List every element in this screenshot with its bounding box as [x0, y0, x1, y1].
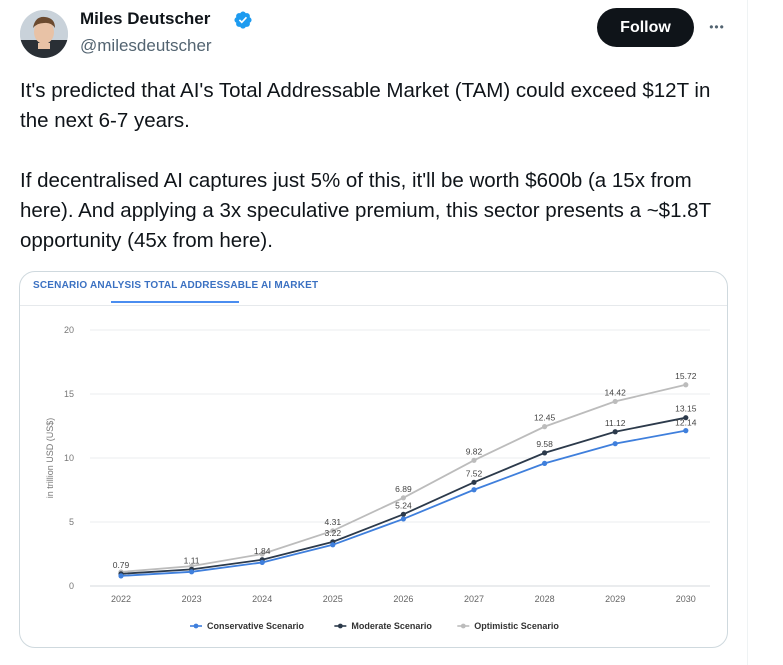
author-name[interactable]: Miles Deutscher [80, 9, 211, 28]
chart-image-card[interactable]: SCENARIO ANALYSIS TOTAL ADDRESSABLE AI M… [19, 271, 728, 648]
x-tick-label: 2030 [676, 594, 696, 604]
data-point [612, 429, 618, 435]
data-point [612, 398, 618, 405]
x-tick-label: 2029 [605, 594, 625, 604]
data-point [542, 460, 548, 466]
data-label: 1.11 [184, 555, 200, 565]
data-point [683, 382, 689, 388]
avatar-image [20, 10, 68, 58]
data-label: 15.72 [675, 371, 697, 381]
data-point [259, 559, 265, 566]
author-handle[interactable]: @milesdeutscher [80, 36, 212, 55]
y-tick-label: 20 [64, 325, 74, 335]
legend-entry: Optimistic Scenario [474, 621, 559, 631]
data-point [400, 516, 406, 522]
follow-button[interactable]: Follow [597, 8, 694, 47]
data-point [542, 450, 548, 456]
tweet-paragraph-1: It's predicted that AI's Total Addressab… [20, 79, 711, 132]
data-label: 12.45 [534, 413, 556, 423]
more-icon: ••• [709, 20, 725, 34]
timeline-border [747, 0, 748, 665]
chart-divider [20, 305, 727, 306]
data-point [612, 441, 618, 447]
more-options-button[interactable]: ••• [704, 14, 730, 40]
verified-badge-icon [234, 11, 252, 29]
y-tick-label: 10 [64, 453, 74, 463]
data-label: 7.52 [466, 468, 483, 478]
x-tick-label: 2028 [535, 594, 555, 604]
x-tick-label: 2022 [111, 594, 131, 604]
data-point [400, 511, 406, 517]
data-label: 3.22 [325, 528, 342, 538]
avatar[interactable] [20, 10, 68, 58]
x-tick-label: 2027 [464, 594, 484, 604]
x-tick-label: 2023 [182, 594, 202, 604]
x-tick-label: 2025 [323, 594, 343, 604]
tweet-paragraph-2: If decentralised AI captures just 5% of … [20, 169, 711, 252]
data-point [259, 551, 265, 557]
data-point [542, 424, 548, 430]
chart-title-underline [111, 301, 239, 303]
series-line-optimistic-scenario [120, 383, 687, 573]
data-point [330, 542, 336, 548]
y-axis-label: in trillion USD (US$) [45, 418, 55, 499]
data-label: 9.82 [466, 446, 483, 456]
data-label: 12.14 [675, 418, 697, 428]
data-label: 9.58 [536, 439, 553, 449]
legend-swatch-dot [193, 623, 199, 629]
legend-swatch-dot [337, 623, 343, 629]
data-point [189, 569, 195, 575]
y-tick-label: 5 [69, 517, 74, 527]
data-point [471, 479, 477, 485]
data-label: 13.15 [675, 404, 697, 414]
data-point [683, 428, 689, 434]
tweet-text: It's predicted that AI's Total Addressab… [20, 76, 740, 256]
y-tick-label: 15 [64, 389, 74, 399]
data-label: 6.89 [395, 484, 412, 494]
x-tick-label: 2024 [252, 594, 272, 604]
data-point [118, 573, 124, 579]
data-point [471, 457, 477, 463]
data-point [471, 487, 477, 493]
legend-entry: Moderate Scenario [351, 621, 432, 631]
data-label: 14.42 [605, 387, 627, 397]
legend-swatch-dot [460, 623, 466, 629]
data-point [683, 415, 689, 421]
data-label: 1.84 [254, 546, 271, 556]
data-label: 5.24 [395, 500, 412, 510]
data-point [330, 528, 336, 534]
y-tick-label: 0 [69, 581, 74, 591]
data-point [400, 495, 406, 501]
x-tick-label: 2026 [393, 594, 413, 604]
data-label: 11.12 [605, 418, 626, 428]
chart-title: SCENARIO ANALYSIS TOTAL ADDRESSABLE AI M… [33, 280, 319, 291]
data-label: 0.79 [113, 560, 130, 570]
line-chart: 0 5 10 15 20 in trillion USD (US$) 2022 2023 202… [45, 325, 710, 631]
legend-entry: Conservative Scenario [207, 621, 305, 631]
data-label: 4.31 [325, 517, 342, 527]
